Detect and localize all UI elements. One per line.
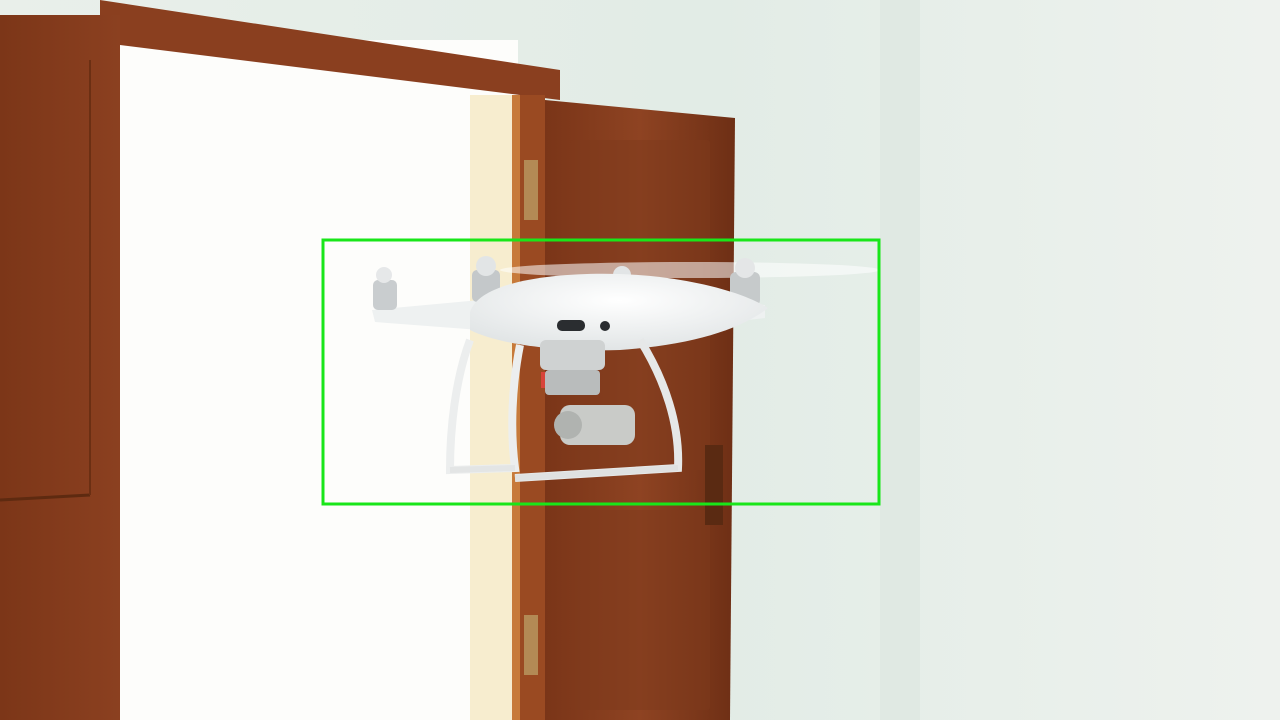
gimbal-mount <box>540 340 605 370</box>
gimbal-arm <box>545 370 600 395</box>
detection-bounding-box <box>321 238 881 506</box>
door-hinge-bottom <box>524 615 538 675</box>
landing-skid-front <box>449 465 516 473</box>
landing-gear-right <box>514 337 683 482</box>
drone-sensor-slot <box>557 320 585 331</box>
drone-sensor-dot <box>600 321 610 331</box>
door-latch <box>705 445 723 525</box>
right-door-panel-lower <box>570 510 710 710</box>
propeller-blur <box>500 262 880 278</box>
doorway-opening <box>118 40 518 720</box>
camera <box>560 405 635 445</box>
drone-body <box>470 273 768 351</box>
drone-arm-left <box>372 300 480 330</box>
landing-skid-rear <box>514 465 679 481</box>
door-hinge-top <box>524 160 538 220</box>
door-frame-top <box>100 0 560 100</box>
drone <box>372 256 768 482</box>
left-door <box>0 15 120 720</box>
motor-left <box>373 267 397 310</box>
left-door-panel-line <box>0 493 91 502</box>
camera-lens <box>554 411 582 439</box>
wall-corner-shadow <box>880 0 920 720</box>
